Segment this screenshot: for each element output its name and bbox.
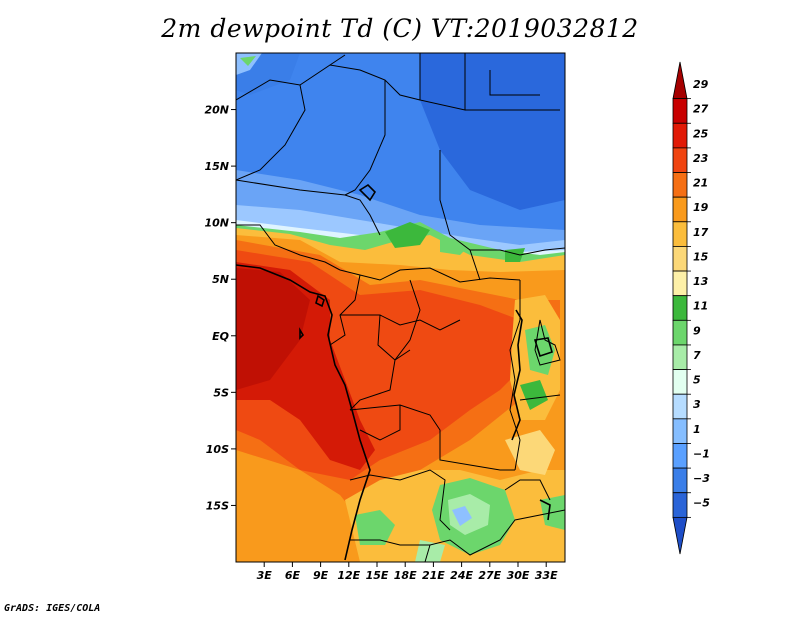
colorbar-label: 9 (693, 324, 701, 337)
bioko-island (315, 294, 325, 308)
lat-tick-label: 10S (206, 443, 229, 456)
lake-victoria (533, 337, 553, 358)
rift-lakes (511, 309, 523, 441)
lat-tick-label: 10N (204, 217, 229, 230)
colorbar-swatch (672, 221, 688, 247)
colorbar-swatch (672, 122, 688, 149)
colorbar-swatch (672, 492, 688, 518)
chart-title: 2m dewpoint Td (C) VT:2019032812 (161, 14, 639, 43)
dewpoint-field (236, 53, 565, 562)
credit-text: GrADS: IGES/COLA (4, 603, 101, 614)
lon-tick-label: 30E (507, 569, 530, 582)
colorbar-label: 1 (693, 423, 701, 436)
colorbar-swatch (672, 319, 688, 346)
colorbar-swatch (672, 369, 688, 395)
colorbar-top-triangle (672, 61, 688, 100)
colorbar-swatch (672, 98, 688, 124)
colorbar-label: 19 (693, 201, 709, 214)
lat-tick-label: 15N (204, 160, 229, 173)
coastline (236, 183, 553, 561)
colorbar-swatch (672, 418, 688, 444)
colorbar-swatch (672, 393, 688, 420)
lake-chad (358, 183, 377, 202)
colorbar-label: 7 (693, 349, 701, 362)
lon-tick-label: 24E (450, 569, 473, 582)
lon-tick-label: 12E (337, 569, 360, 582)
colorbar-label: 23 (693, 152, 709, 165)
lat-tick-label: 15S (206, 499, 229, 512)
lat-tick-label: 20N (204, 104, 229, 117)
map-frame (235, 52, 566, 563)
colorbar-swatch (672, 295, 688, 321)
colorbar-swatch (672, 196, 688, 223)
colorbar-label: 29 (693, 78, 709, 91)
lon-tick-label: 6E (285, 569, 301, 582)
longitude-axis: 3E 6E 9E 12E 15E 18E 21E 24E 27E 30E 33E (257, 562, 558, 582)
colorbar-swatch (672, 172, 688, 198)
colorbar-label: 25 (693, 127, 709, 140)
colorbar-swatch (672, 443, 688, 469)
lat-tick-label: 5N (212, 273, 229, 286)
colorbar-label: 17 (693, 226, 709, 239)
colorbar: 29 27 25 23 21 19 17 15 13 11 9 7 5 3 1 −1 −3 −5 (672, 61, 710, 555)
colorbar-swatch (672, 147, 688, 173)
colorbar-label: −1 (693, 448, 710, 461)
colorbar-label: 13 (693, 275, 709, 288)
lon-tick-label: 9E (313, 569, 329, 582)
country-borders (236, 53, 565, 562)
colorbar-swatch (672, 246, 688, 272)
colorbar-swatch (672, 270, 688, 297)
colorbar-label: 11 (693, 300, 708, 313)
lat-tick-label: 5S (213, 386, 229, 399)
lon-tick-label: 33E (535, 569, 558, 582)
colorbar-label: −3 (693, 472, 710, 485)
colorbar-bottom-triangle (672, 516, 688, 555)
lon-tick-label: 3E (257, 569, 273, 582)
colorbar-swatch (672, 344, 688, 370)
lon-tick-label: 27E (478, 569, 501, 582)
libya-sudan-dry-region (420, 53, 565, 210)
colorbar-swatch (672, 467, 688, 494)
lon-tick-label: 18E (394, 569, 417, 582)
lon-tick-label: 21E (422, 569, 445, 582)
lon-tick-label: 15E (366, 569, 389, 582)
colorbar-label: 15 (693, 250, 709, 263)
colorbar-label: 27 (693, 103, 709, 116)
colorbar-label: 5 (693, 374, 701, 387)
lat-tick-label: EQ (212, 330, 229, 343)
colorbar-label: 3 (693, 398, 701, 411)
colorbar-label: 21 (693, 177, 708, 190)
latitude-axis: 20N 15N 10N 5N EQ 5S 10S 15S (204, 104, 236, 512)
colorbar-label: −5 (693, 497, 710, 510)
